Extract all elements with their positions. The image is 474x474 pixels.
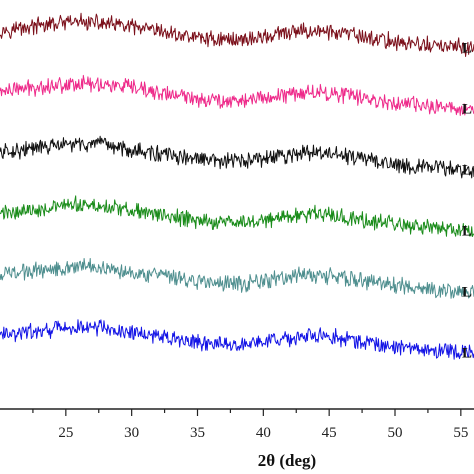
x-tick-label-30: 30 (124, 425, 139, 441)
x-axis-ticks: 25 30 35 40 45 50 55 (32, 409, 468, 441)
series-label-1: L (462, 41, 472, 57)
x-tick-label-55: 55 (453, 425, 468, 441)
series-traces (0, 12, 474, 360)
series-label-3: L (462, 163, 472, 179)
series-label-6: L (462, 346, 472, 362)
series-label-2: L (462, 102, 472, 118)
series-trace-2 (0, 74, 474, 116)
series-trace-1 (0, 12, 474, 57)
series-trace-3 (0, 135, 474, 179)
series-trace-4 (0, 195, 474, 237)
x-tick-label-50: 50 (388, 425, 403, 441)
x-tick-label-40: 40 (256, 425, 271, 441)
series-label-5: L (462, 285, 472, 301)
series-label-4: L (462, 224, 472, 240)
x-tick-label-35: 35 (190, 425, 205, 441)
series-trace-5 (0, 257, 474, 299)
series-labels: L L L L L L (462, 41, 472, 362)
x-axis-title: 2θ (deg) (258, 451, 316, 470)
x-tick-label-25: 25 (58, 425, 73, 441)
series-trace-6 (0, 319, 474, 360)
x-tick-label-45: 45 (322, 425, 337, 441)
